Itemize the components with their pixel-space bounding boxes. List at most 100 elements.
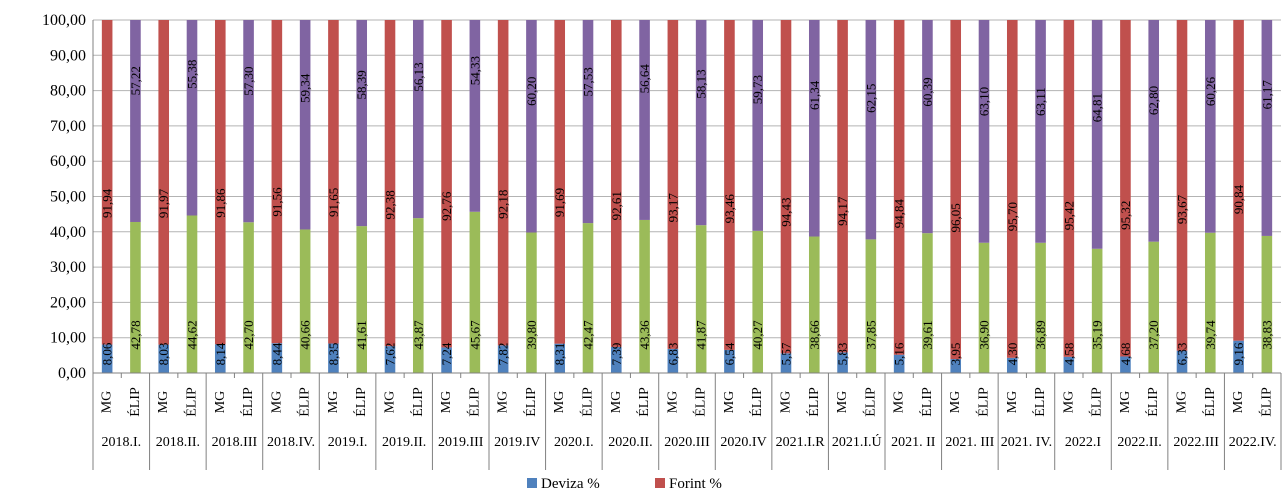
bar-forint-mg — [724, 20, 735, 350]
bar-purple-elip — [808, 20, 820, 237]
x-period-label: 2022.II. — [1117, 435, 1161, 450]
data-label-deviza: 5,83 — [835, 343, 850, 366]
x-subcategory-label: MG — [892, 391, 907, 414]
data-label-purple: 54,33 — [467, 56, 482, 85]
bar-purple-elip — [582, 20, 594, 224]
bar-green-elip — [243, 222, 254, 373]
bar-deviza-mg — [610, 346, 622, 373]
bar-deviza-mg — [158, 344, 170, 373]
data-label-deviza: 5,16 — [892, 342, 907, 365]
x-subcategory-label: ÉLIP — [692, 387, 709, 417]
data-label-forint: 91,97 — [156, 188, 171, 218]
bar-deviza-mg — [950, 359, 962, 373]
data-label-forint: 93,17 — [665, 193, 680, 223]
bar-forint-mg — [441, 20, 452, 348]
data-label-deviza: 9,16 — [1231, 342, 1246, 365]
data-label-green: 37,20 — [1146, 320, 1161, 349]
x-subcategory-label: MG — [1005, 391, 1020, 414]
legend: Deviza % Forint % — [527, 476, 722, 492]
x-period-label: 2021. IV. — [1001, 435, 1052, 450]
data-label-deviza: 4,30 — [1005, 343, 1020, 366]
bar-green-elip — [526, 232, 537, 373]
x-subcategory-label: ÉLIP — [635, 387, 652, 417]
x-subcategory-label: ÉLIP — [409, 387, 426, 417]
bar-purple-elip — [1261, 20, 1273, 236]
bar-green-elip — [1204, 232, 1216, 373]
x-period-label: 2020.IV — [720, 435, 766, 450]
x-subcategory-label: MG — [439, 391, 454, 414]
data-label-forint: 95,70 — [1005, 202, 1020, 231]
bar-deviza-mg — [441, 347, 452, 373]
data-label-purple: 58,39 — [354, 70, 369, 99]
bar-forint-mg — [1006, 20, 1018, 358]
bar-green-elip — [639, 219, 650, 373]
data-label-purple: 57,53 — [581, 67, 596, 96]
data-label-deviza: 4,68 — [1118, 343, 1133, 366]
bar-green-elip — [130, 221, 141, 373]
x-period-label: 2018.II. — [156, 435, 200, 450]
bar-deviza-mg — [780, 353, 792, 373]
bar-green-elip — [186, 215, 198, 373]
x-period-label: 2020.II. — [608, 435, 652, 450]
data-label-forint: 93,67 — [1175, 194, 1190, 224]
bar-purple-elip — [865, 20, 877, 240]
x-period-label: 2021. III — [945, 435, 994, 450]
bar-deviza-mg — [837, 352, 848, 373]
data-label-deviza: 3,95 — [948, 343, 963, 366]
data-label-green: 43,87 — [411, 320, 426, 350]
x-period-label: 2022.III — [1173, 435, 1219, 450]
data-label-purple: 60,39 — [920, 77, 935, 106]
data-label-purple: 59,34 — [298, 73, 313, 103]
bar-purple-elip — [526, 20, 537, 233]
x-period-label: 2022.I — [1065, 435, 1102, 450]
bar-green-elip — [299, 229, 311, 373]
y-tick-label: 50,00 — [50, 189, 86, 206]
x-subcategory-label: ÉLIP — [352, 387, 369, 417]
x-subcategory-label: MG — [100, 391, 115, 414]
data-label-green: 35,19 — [1090, 320, 1105, 349]
data-label-purple: 61,34 — [807, 80, 822, 110]
data-label-forint: 91,69 — [552, 188, 567, 217]
y-tick-label: 80,00 — [50, 83, 86, 100]
bar-purple-elip — [299, 20, 311, 230]
bar-green-elip — [808, 236, 820, 373]
data-label-forint: 96,05 — [948, 203, 963, 232]
y-tick-label: 30,00 — [50, 259, 86, 276]
data-label-deviza: 5,57 — [779, 342, 794, 365]
bar-deviza-mg — [101, 344, 113, 373]
x-subcategory-label: ÉLIP — [1144, 387, 1161, 417]
bar-forint-mg — [328, 20, 339, 344]
data-label-forint: 91,65 — [326, 188, 341, 217]
bar-deviza-mg — [893, 354, 905, 373]
bar-deviza-mg — [1176, 350, 1188, 373]
bar-green-elip — [469, 211, 481, 373]
x-subcategory-label: ÉLIP — [465, 387, 482, 417]
bar-green-elip — [582, 223, 594, 373]
data-label-purple: 60,20 — [524, 77, 539, 106]
data-label-green: 38,83 — [1259, 320, 1274, 349]
bar-green-elip — [1035, 242, 1046, 373]
data-label-green: 39,61 — [920, 320, 935, 349]
x-period-label: 2020.III — [664, 435, 710, 450]
bar-deviza-mg — [1233, 340, 1244, 373]
data-label-green: 45,67 — [467, 320, 482, 350]
x-subcategory-label: ÉLIP — [239, 387, 256, 417]
bar-deviza-mg — [214, 344, 226, 373]
bar-forint-mg — [837, 20, 848, 353]
x-subcategory-label: ÉLIP — [918, 387, 935, 417]
data-label-forint: 91,86 — [213, 188, 228, 218]
data-label-purple: 55,38 — [185, 60, 200, 89]
y-axis-tick-labels: 0,00 10,00 20,00 30,00 40,00 50,00 60,00 70,00 8… — [42, 12, 86, 382]
data-label-purple: 57,22 — [128, 66, 143, 95]
data-label-forint: 91,56 — [269, 187, 284, 217]
x-subcategory-label: ÉLIP — [522, 387, 539, 417]
x-subcategory-label: MG — [609, 391, 624, 414]
x-period-label: 2019.IV — [494, 435, 540, 450]
x-subcategory-label: MG — [722, 391, 737, 414]
axes — [92, 20, 1282, 470]
legend-label-deviza: Deviza % — [541, 476, 600, 492]
data-label-forint: 95,42 — [1061, 201, 1076, 230]
bar-deviza-mg — [667, 348, 679, 373]
data-label-deviza: 7,24 — [439, 342, 454, 365]
bar-deviza-mg — [384, 346, 396, 373]
